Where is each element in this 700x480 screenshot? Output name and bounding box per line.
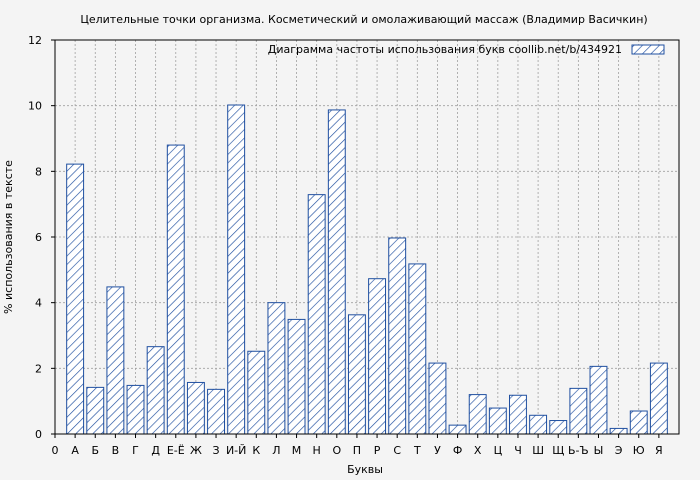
x-tick-label: Г xyxy=(132,444,139,457)
bar xyxy=(66,163,85,435)
bars xyxy=(66,104,668,435)
x-tick-label: П xyxy=(353,444,361,457)
x-tick-label: Ю xyxy=(633,444,645,457)
y-axis-label: % использования в тексте xyxy=(2,160,15,314)
x-tick-label: М xyxy=(292,444,302,457)
x-tick-label: Ж xyxy=(190,444,202,457)
y-tick-label: 8 xyxy=(35,165,42,178)
bar xyxy=(347,314,366,435)
x-tick-label: З xyxy=(213,444,220,457)
bar xyxy=(368,278,387,435)
x-tick-label: Щ xyxy=(552,444,564,457)
bar xyxy=(428,362,447,435)
bar xyxy=(126,384,145,435)
legend: Диаграмма частоты использования букв coo… xyxy=(268,43,665,56)
x-tick-label: У xyxy=(434,444,441,457)
bar xyxy=(448,424,467,435)
bar xyxy=(106,286,125,435)
x-tick-label: 0 xyxy=(52,444,59,457)
bar xyxy=(227,104,246,435)
x-tick-label: Е-Ё xyxy=(167,444,185,457)
bar xyxy=(408,263,427,435)
bar xyxy=(549,420,568,435)
bar xyxy=(609,427,628,435)
x-tick-label: К xyxy=(252,444,260,457)
x-tick-label: Я xyxy=(655,444,663,457)
x-tick-label: А xyxy=(71,444,79,457)
legend-swatch xyxy=(631,44,665,55)
bar xyxy=(509,394,527,435)
y-tick-label: 12 xyxy=(28,34,42,47)
x-tick-label: Э xyxy=(615,444,623,457)
x-axis-label: Буквы xyxy=(347,463,383,476)
x-tick-label: Н xyxy=(313,444,321,457)
y-tick-label: 6 xyxy=(35,231,42,244)
bar xyxy=(589,365,608,435)
y-axis: 0 2 4 6 8 10 12 xyxy=(28,34,55,441)
bar xyxy=(388,237,407,435)
bar xyxy=(649,362,668,435)
bar xyxy=(86,386,105,435)
bar xyxy=(327,109,346,435)
x-tick-label: Ф xyxy=(453,444,462,457)
x-tick-label: О xyxy=(332,444,341,457)
y-tick-label: 0 xyxy=(35,428,42,441)
x-tick-label: Л xyxy=(272,444,280,457)
x-tick-label: Ц xyxy=(494,444,503,457)
bar xyxy=(488,407,507,435)
bar xyxy=(166,144,185,435)
bar xyxy=(569,387,588,435)
x-tick-label: Д xyxy=(151,444,160,457)
bar xyxy=(287,318,306,435)
bar xyxy=(468,394,487,435)
x-tick-label: Ь-Ъ xyxy=(568,444,589,457)
x-tick-label: Х xyxy=(474,444,482,457)
bar xyxy=(247,350,266,435)
x-tick-label: Ч xyxy=(514,444,522,457)
x-tick-label: Т xyxy=(413,444,421,457)
bar xyxy=(267,302,286,435)
x-tick-label: С xyxy=(393,444,401,457)
legend-text: Диаграмма частоты использования букв coo… xyxy=(268,43,622,56)
x-tick-label: Ш xyxy=(532,444,544,457)
bar xyxy=(307,194,326,435)
bar xyxy=(629,410,648,435)
chart-title: Целительные точки организма. Косметическ… xyxy=(80,13,647,26)
x-tick-label: Б xyxy=(91,444,99,457)
x-tick-label: И-Й xyxy=(226,444,246,457)
bar xyxy=(529,414,548,435)
x-tick-label: В xyxy=(112,444,120,457)
bar xyxy=(146,346,165,435)
y-tick-label: 4 xyxy=(35,297,42,310)
y-tick-label: 10 xyxy=(28,100,42,113)
bar xyxy=(186,381,205,435)
x-tick-label: Ы xyxy=(594,444,604,457)
bar xyxy=(207,388,225,435)
y-tick-label: 2 xyxy=(35,362,42,375)
x-axis: 0 А Б В Г Д Е-Ё Ж З И-Й К Л М Н О П Р С Т У Ф Х Ц Ч Ш Щ Ь-Ъ Ы Э Ю Я xyxy=(52,434,663,457)
x-tick-label: Р xyxy=(374,444,381,457)
